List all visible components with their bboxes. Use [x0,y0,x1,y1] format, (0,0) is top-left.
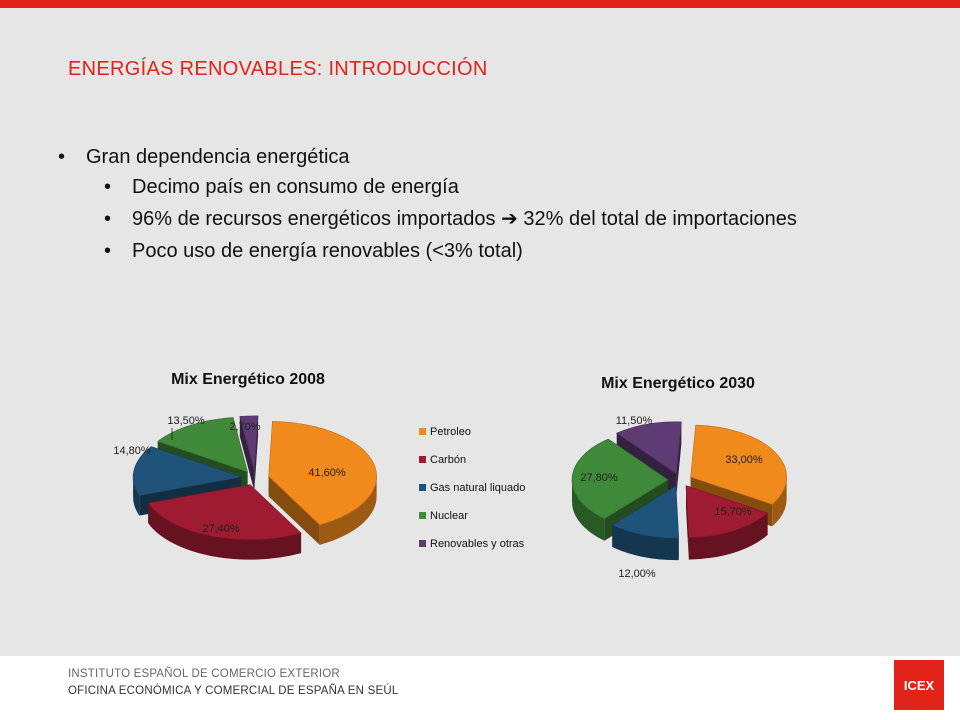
legend-item: Nuclear [419,510,468,522]
slice-wall [254,415,259,491]
slice-rim [688,513,768,560]
data-label: 33,00% [725,454,763,466]
legend-swatch [419,484,426,491]
bullet-item: • Decimo país en consumo de energía [104,176,459,198]
legend-label: Nuclear [430,510,468,522]
legend-item: Carbón [419,454,466,466]
data-label: 41,60% [308,467,346,479]
pie-slice [611,485,680,561]
data-label: 14,80% [113,445,151,457]
slice-rim [772,476,787,527]
bullet-item: • Poco uso de energía renovables (<3% tot… [104,240,523,262]
slice-wall [239,416,255,491]
footer-office: OFICINA ECONÓMICA Y COMERCIAL DE ESPAÑA … [68,685,399,697]
slice-top [268,421,377,526]
pie-chart-2030: 33,00% 15,70% 12,00% 27,80% 11,50% [571,415,787,580]
slice-top [611,485,680,539]
legend-item: Petroleo [419,426,471,438]
chart-legend: Petroleo Carbón Gas natural liquado Nuclear… [419,426,525,550]
slice-wall [676,421,682,496]
data-label: 15,70% [714,506,752,518]
pie-slice [685,485,769,560]
bullet-text: Gran dependencia energética [86,146,350,168]
legend-swatch [419,428,426,435]
slice-top [616,421,682,475]
bullet-item: • Gran dependencia energética [58,146,350,168]
slice-top [685,485,769,538]
pie-slice [268,421,377,545]
legend-swatch [419,540,426,547]
top-accent-bar [0,0,960,8]
slice-rim [148,503,302,560]
bullet-item: • 96% de recursos energéticos importados … [104,208,797,230]
pie-slice [239,415,259,491]
pie-chart-2008: 41,60% 27,40% 14,80% 13,50% 2,70% [113,415,377,560]
legend-swatch [419,456,426,463]
legend-label: Gas natural liquado [430,482,525,494]
data-label: 27,80% [580,472,618,484]
charts-canvas: Mix Energético 2008 Mix Energético 2030 … [113,371,787,580]
slice-wall [268,476,320,545]
slice-top [571,438,669,520]
legend-label: Carbón [430,454,466,466]
slice-top [132,446,243,496]
legend-swatch [419,512,426,519]
data-label: 27,40% [202,523,240,535]
chart-title-2008: Mix Energético 2008 [171,371,325,388]
slice-top [147,484,302,540]
footer-institute: INSTITUTO ESPAÑOL DE COMERCIO EXTERIOR [68,668,340,680]
slice-rim [612,525,679,561]
data-label: 2,70% [229,421,260,433]
icex-logo: ICEX [894,660,944,710]
data-label: 11,50% [616,415,653,427]
slice-top [157,417,249,473]
footer: INSTITUTO ESPAÑOL DE COMERCIO EXTERIOR O… [0,656,960,720]
slide-body [0,8,960,656]
pie-slice [147,484,302,560]
slice-top [690,424,787,505]
data-label: 13,50% [167,415,205,427]
bullet-text: 96% de recursos energéticos importados ➔… [132,208,797,230]
slice-rim [572,479,605,541]
legend-label: Renovables y otras [430,538,525,550]
chart-title-2030: Mix Energético 2030 [601,375,755,392]
legend-item: Renovables y otras [419,538,525,550]
legend-item: Gas natural liquado [419,482,525,494]
slide-title: ENERGÍAS RENOVABLES: INTRODUCCIÓN [68,58,488,80]
legend-label: Petroleo [430,426,471,438]
slice-top [239,415,259,471]
bullet-text: Decimo país en consumo de energía [132,176,459,198]
data-label: 12,00% [618,568,656,580]
bullet-list: • Gran dependencia energética • Decimo paí… [58,145,818,271]
bullet-text: Poco uso de energía renovables (<3% tota… [132,240,523,262]
slice-rim [319,476,377,545]
